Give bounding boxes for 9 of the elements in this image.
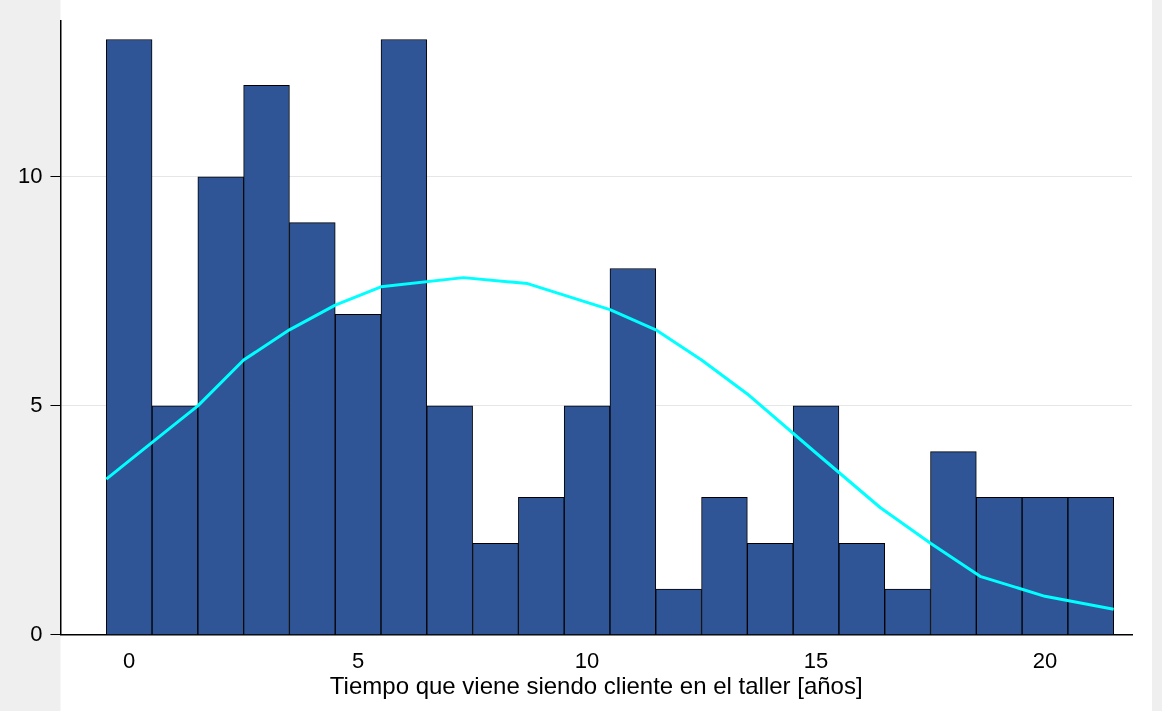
y-tick-label: 0: [30, 620, 43, 646]
x-tick-label: 5: [351, 648, 365, 674]
x-tick-label: 15: [803, 648, 829, 674]
y-tick-label: 10: [17, 162, 43, 188]
x-tick-label: 0: [123, 648, 136, 674]
x-axis-title: Tiempo que viene siendo cliente en el taller [años]: [329, 672, 863, 700]
y-tick-label: 5: [30, 391, 43, 417]
x-tick-label: 20: [1032, 648, 1058, 674]
x-tick-label: 10: [574, 648, 600, 674]
